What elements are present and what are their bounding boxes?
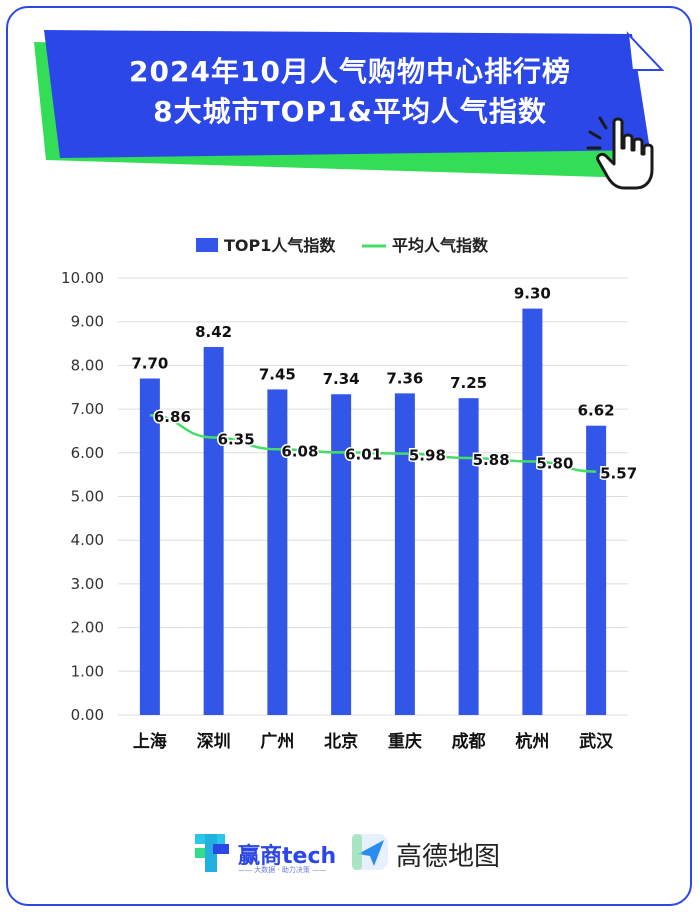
x-tick-label: 重庆 (388, 731, 422, 752)
y-tick-label: 6.00 (71, 444, 104, 462)
series-line (149, 413, 597, 473)
bar-data-label: 7.45 (259, 365, 296, 383)
line-data-label: 5.80 (536, 455, 573, 473)
line-data-label: 5.98 (409, 447, 446, 465)
amap-logo-icon (352, 834, 388, 870)
bar-3 (331, 394, 352, 715)
x-tick-label: 北京 (324, 731, 358, 752)
y-tick-label: 8.00 (71, 356, 104, 374)
line-data-label: 6.86 (154, 408, 191, 426)
x-tick-label: 杭州 (515, 731, 549, 752)
bar-1 (203, 347, 224, 715)
logo1-text: 赢商tech (238, 844, 337, 869)
footer-logos: 赢商tech —— 大数据 · 助力决策 —— 高德地图 (0, 820, 700, 890)
bar-data-label: 9.30 (514, 285, 551, 303)
y-tick-label: 0.00 (71, 706, 104, 724)
y-tick-label: 2.00 (71, 619, 104, 637)
legend-label-bar: TOP1人气指数 (224, 236, 336, 255)
title-line-1: 2024年10月人气购物中心排行榜 (129, 55, 571, 88)
bar-2 (267, 389, 288, 715)
x-tick-label: 武汉 (579, 731, 614, 752)
y-tick-label: 7.00 (71, 400, 104, 418)
bar-6 (522, 308, 543, 715)
legend-label-line: 平均人气指数 (392, 236, 489, 255)
title-line-2: 8大城市TOP1&平均人气指数 (153, 95, 547, 128)
banner-fold-icon (626, 31, 665, 71)
y-tick-label: 3.00 (71, 575, 104, 593)
bar-0 (139, 378, 160, 715)
y-tick-label: 4.00 (71, 531, 104, 549)
bar-line-chart: 0.00 1.00 2.00 3.00 4.00 5.00 6.00 7.00 8.00 9.00… (61, 236, 639, 752)
hand-pointer-icon (586, 116, 654, 190)
bar-data-label: 6.62 (578, 402, 615, 420)
page-title: 2024年10月人气购物中心排行榜 8大城市TOP1&平均人气指数 (70, 52, 630, 132)
line-data-label: 6.08 (281, 442, 318, 460)
x-tick-label: 广州 (260, 731, 294, 752)
x-tick-label: 上海 (133, 731, 167, 752)
banner-main (44, 30, 650, 158)
bar-5 (458, 398, 479, 715)
bar-7 (586, 425, 607, 715)
chart-area: 0.00 1.00 2.00 3.00 4.00 5.00 6.00 7.00 8.00 9.00… (0, 220, 700, 760)
y-tick-label: 5.00 (71, 488, 104, 506)
line-data-label: 5.88 (473, 451, 510, 469)
bar-data-label: 8.42 (195, 323, 232, 341)
legend-swatch-bar (196, 238, 218, 252)
bar-4 (394, 393, 415, 715)
bar-data-label: 7.34 (323, 370, 360, 388)
y-tick-label: 9.00 (71, 313, 104, 331)
x-tick-label: 成都 (452, 731, 486, 752)
line-data-label: 6.01 (345, 445, 382, 463)
yingshang-tech-logo-icon (195, 834, 229, 872)
bar-data-label: 7.70 (131, 355, 168, 373)
y-tick-label: 1.00 (71, 662, 104, 680)
line-data-label: 5.57 (600, 465, 637, 483)
title-banner: 2024年10月人气购物中心排行榜 8大城市TOP1&平均人气指数 (0, 0, 700, 200)
x-tick-label: 深圳 (197, 731, 231, 752)
line-data-label: 6.35 (218, 431, 255, 449)
logo2-text: 高德地图 (396, 842, 501, 872)
logo1-subtext: —— 大数据 · 助力决策 —— (238, 866, 327, 874)
y-tick-label: 10.00 (61, 269, 104, 287)
bar-data-label: 7.25 (450, 374, 487, 392)
bar-data-label: 7.36 (386, 369, 423, 387)
